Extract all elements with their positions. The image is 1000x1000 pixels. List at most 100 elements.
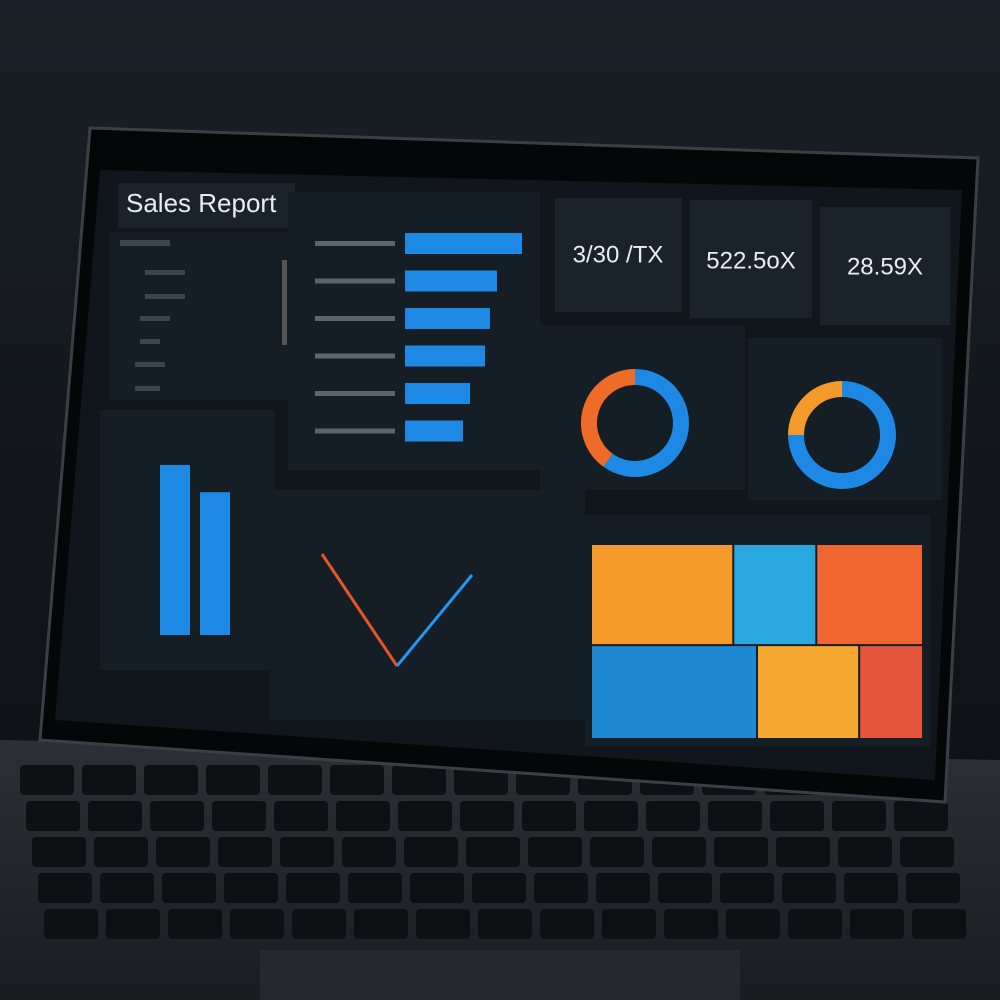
key: [770, 801, 824, 831]
keyboard: [20, 765, 966, 1000]
column: [200, 492, 230, 635]
key: [540, 909, 594, 939]
key: [230, 909, 284, 939]
donut-slice: [603, 369, 689, 477]
key: [460, 801, 514, 831]
label-placeholder: [315, 353, 395, 359]
key: [268, 765, 322, 795]
key: [404, 837, 458, 867]
key: [658, 873, 712, 903]
key: [38, 873, 92, 903]
key: [416, 909, 470, 939]
key: [782, 873, 836, 903]
key: [720, 873, 774, 903]
label-placeholder: [315, 241, 395, 246]
line: [320, 553, 399, 667]
key: [602, 909, 656, 939]
key: [100, 873, 154, 903]
label-placeholder: [315, 391, 395, 396]
line: [395, 574, 474, 667]
donut-slice: [788, 381, 843, 436]
bar: [405, 270, 497, 292]
key: [392, 765, 446, 795]
treemap-cell: [592, 646, 756, 738]
key: [156, 837, 210, 867]
key: [410, 873, 464, 903]
bar: [405, 420, 463, 442]
key: [26, 801, 80, 831]
title-panel: [118, 183, 295, 228]
key: [162, 873, 216, 903]
kpi-value: 3/30 /TX: [573, 241, 664, 268]
list-placeholders: [120, 240, 287, 391]
kpi-card: [690, 200, 812, 318]
label-placeholder: [315, 316, 395, 321]
key: [286, 873, 340, 903]
key: [838, 837, 892, 867]
label-placeholder: [315, 428, 395, 434]
key: [894, 801, 948, 831]
filter-panel: [110, 232, 290, 400]
key: [342, 837, 396, 867]
key: [590, 837, 644, 867]
key: [664, 909, 718, 939]
key: [82, 765, 136, 795]
kpi-card: [820, 207, 950, 325]
key: [850, 909, 904, 939]
treemap-cell: [734, 545, 816, 645]
key: [274, 801, 328, 831]
column: [160, 465, 190, 635]
key: [596, 873, 650, 903]
key: [32, 837, 86, 867]
key: [336, 801, 390, 831]
key: [528, 837, 582, 867]
key: [44, 909, 98, 939]
key: [292, 909, 346, 939]
key: [776, 837, 830, 867]
key: [144, 765, 198, 795]
trackpad: [260, 950, 740, 1000]
key: [94, 837, 148, 867]
kpi-value: 522.5oX: [706, 247, 795, 274]
treemap-cell: [817, 545, 922, 645]
key: [168, 909, 222, 939]
key: [788, 909, 842, 939]
key: [348, 873, 402, 903]
bar: [405, 383, 470, 404]
treemap-cell: [758, 646, 859, 738]
donut-slice: [788, 381, 896, 489]
key: [912, 909, 966, 939]
donut-slice: [581, 369, 636, 467]
key: [652, 837, 706, 867]
line-panel: [270, 490, 585, 720]
bar: [405, 308, 490, 329]
key: [280, 837, 334, 867]
key: [900, 837, 954, 867]
key: [218, 837, 272, 867]
key: [150, 801, 204, 831]
key: [726, 909, 780, 939]
label-placeholder: [315, 278, 395, 284]
key: [466, 837, 520, 867]
key: [88, 801, 142, 831]
treemap-cell: [592, 545, 733, 645]
key: [224, 873, 278, 903]
key: [478, 909, 532, 939]
key: [844, 873, 898, 903]
key: [646, 801, 700, 831]
treemap-cell: [860, 646, 922, 738]
bar: [405, 345, 485, 367]
key: [206, 765, 260, 795]
key: [584, 801, 638, 831]
kpi-card: [555, 198, 682, 312]
key: [106, 909, 160, 939]
key: [906, 873, 960, 903]
key: [708, 801, 762, 831]
key: [398, 801, 452, 831]
kpi-value: 28.59X: [847, 253, 923, 280]
key: [714, 837, 768, 867]
key: [20, 765, 74, 795]
dashboard-title: Sales Report: [126, 188, 277, 218]
key: [534, 873, 588, 903]
